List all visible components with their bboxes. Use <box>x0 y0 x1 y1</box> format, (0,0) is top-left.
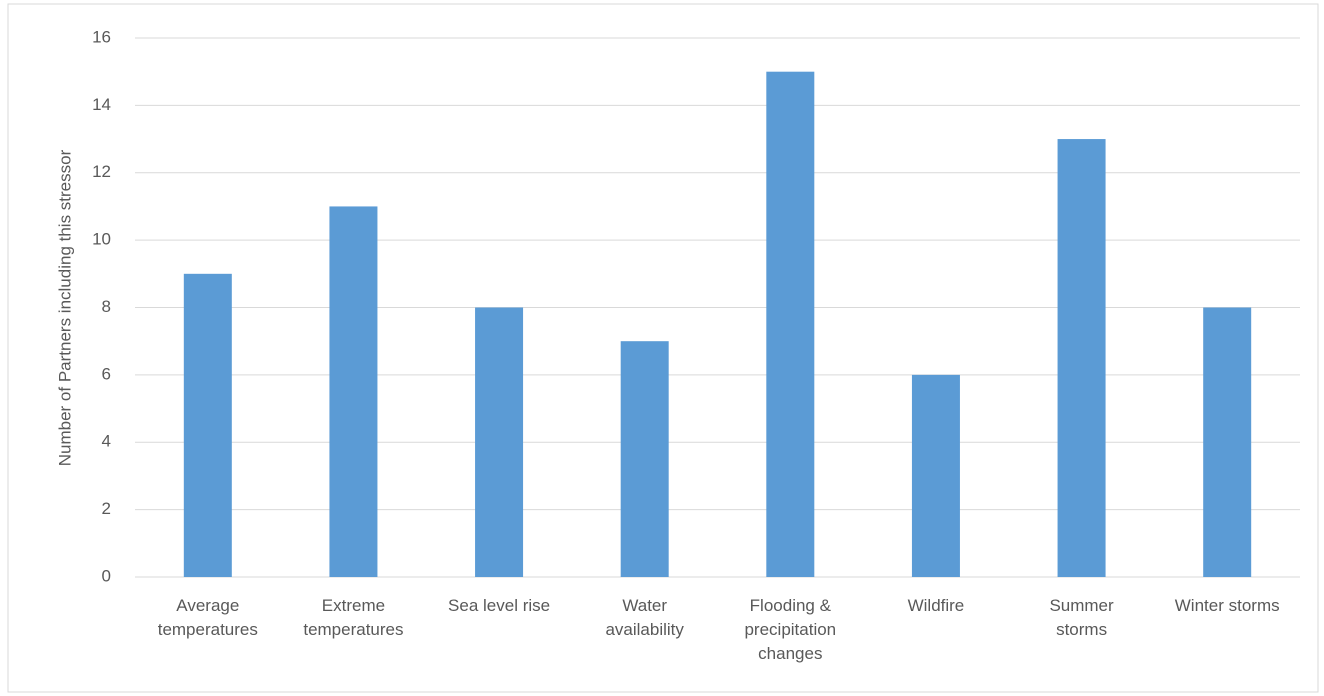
x-tick-label: Summer storms <box>1049 596 1114 639</box>
y-axis-title: Number of Partners including this stress… <box>55 149 74 466</box>
y-tick-label: 2 <box>102 499 111 518</box>
y-tick-label: 14 <box>92 95 111 114</box>
y-tick-label: 16 <box>92 27 111 46</box>
x-tick-label: Water availability <box>605 596 684 639</box>
bar <box>475 307 524 577</box>
bar <box>1203 307 1252 577</box>
x-tick-label: Average temperatures <box>157 596 258 639</box>
chart-border <box>7 3 1319 693</box>
x-tick-label: Flooding & precipitation changes <box>744 596 837 663</box>
x-tick-label: Wildfire <box>907 596 965 615</box>
x-tick-label: Extreme temperatures <box>303 596 404 639</box>
bar <box>1057 139 1106 577</box>
y-tick-label: 0 <box>102 566 111 585</box>
x-tick-label: Winter storms <box>1174 596 1280 615</box>
x-tick-label: Sea level rise <box>448 596 551 615</box>
bar <box>766 71 815 577</box>
y-tick-label: 4 <box>102 432 111 451</box>
y-tick-label: 10 <box>92 230 111 249</box>
y-tick-label: 6 <box>102 364 111 383</box>
bar <box>911 374 960 577</box>
bar <box>329 206 378 577</box>
bar <box>620 341 669 577</box>
y-tick-label: 8 <box>102 297 111 316</box>
bar <box>183 273 232 577</box>
y-tick-label: 12 <box>92 162 111 181</box>
